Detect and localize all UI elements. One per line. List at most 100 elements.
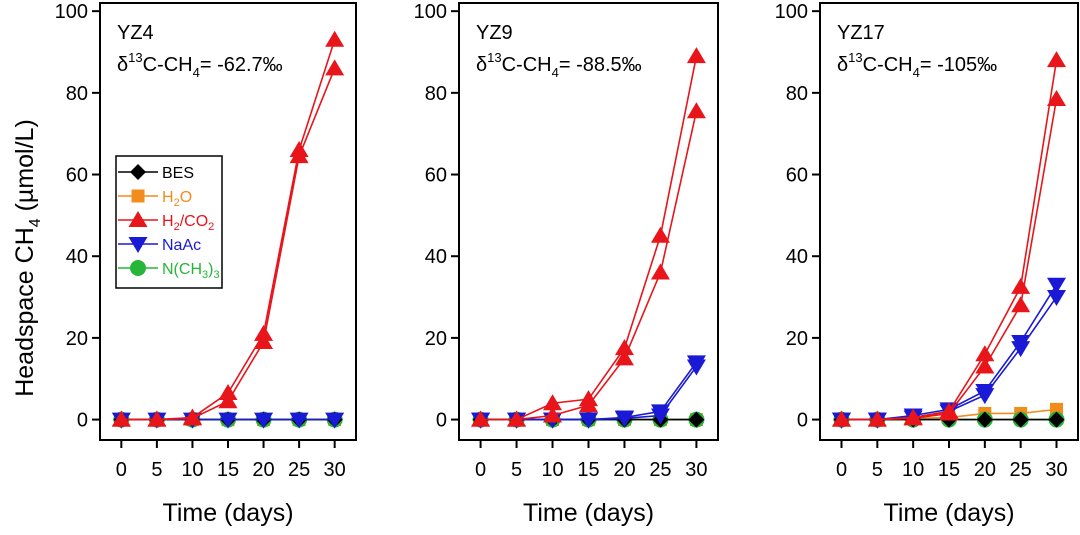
data-point <box>686 47 706 64</box>
x-tick-label: 15 <box>217 459 239 481</box>
x-tick-label: 30 <box>685 459 707 481</box>
data-point <box>182 409 202 426</box>
series-h2-co2-rep1 <box>471 47 706 427</box>
data-point <box>614 411 634 428</box>
y-axis-label: Headspace CH4 (µmol/L) <box>11 119 44 397</box>
data-point <box>543 406 563 423</box>
y-tick-label: 0 <box>77 410 88 432</box>
data-point <box>254 324 274 341</box>
legend-label: H2/CO2 <box>162 213 214 233</box>
series-h2-co2-rep2 <box>111 59 345 427</box>
data-point <box>218 412 238 429</box>
y-tick-label: 60 <box>425 165 447 187</box>
legend-marker <box>130 164 146 180</box>
x-tick-label: 5 <box>511 459 522 481</box>
x-tick-label: 10 <box>181 459 203 481</box>
x-tick-label: 25 <box>649 459 671 481</box>
y-tick-label: 100 <box>55 1 88 23</box>
legend-label: BES <box>162 165 194 182</box>
x-tick-label: 30 <box>324 459 346 481</box>
isotope-annotation: δ13C-CH4= -88.5‰ <box>476 50 642 80</box>
data-point <box>1011 277 1031 294</box>
data-point <box>325 412 345 429</box>
data-point <box>1047 277 1066 294</box>
data-point <box>939 404 959 421</box>
legend: BES H2O H2/CO2 NaAc N(CH3)3 <box>115 155 223 289</box>
series-h2-co2-rep2 <box>832 89 1066 427</box>
series-line <box>841 296 1058 421</box>
data-point <box>579 412 598 429</box>
data-point <box>614 339 634 356</box>
y-tick-label: 100 <box>414 1 447 23</box>
panel-title: YZ4 <box>117 22 154 44</box>
series-naac <box>111 412 345 429</box>
legend-marker <box>128 211 148 227</box>
data-point <box>254 332 274 349</box>
y-tick-label: 0 <box>797 410 808 432</box>
data-point <box>289 147 309 164</box>
data-point <box>1047 89 1066 106</box>
data-point <box>325 30 345 47</box>
legend-label: H2O <box>162 189 192 209</box>
legend-entry: BES <box>118 164 194 182</box>
legend-label: NaAc <box>162 237 201 254</box>
data-point <box>507 410 527 427</box>
legend-label: N(CH3)3 <box>162 261 220 281</box>
y-tick-label: 40 <box>425 246 447 268</box>
data-point <box>325 59 345 76</box>
x-tick-label: 20 <box>613 459 635 481</box>
data-point <box>975 388 995 405</box>
data-point <box>867 410 887 427</box>
data-point <box>976 411 993 428</box>
series-line <box>841 60 1058 421</box>
data-point <box>579 396 598 413</box>
data-point <box>218 392 238 409</box>
data-point <box>1012 411 1029 428</box>
data-point <box>650 408 670 425</box>
data-point <box>1047 51 1066 68</box>
y-tick-label: 80 <box>66 83 88 105</box>
isotope-annotation: δ13C-CH4= -62.7‰ <box>117 50 283 80</box>
x-tick-label: 20 <box>252 459 274 481</box>
isotope-annotation: δ13C-CH4= -105‰ <box>837 50 997 80</box>
data-point <box>650 263 670 280</box>
panel-title: YZ17 <box>837 22 885 44</box>
x-tick-label: 15 <box>938 459 960 481</box>
data-point <box>289 412 309 429</box>
y-tick-label: 20 <box>425 328 447 350</box>
x-tick-label: 30 <box>1045 459 1067 481</box>
series-h2-co2-rep2 <box>471 102 706 427</box>
data-point <box>147 410 167 427</box>
legend-marker <box>130 260 146 276</box>
y-tick-label: 0 <box>436 410 447 432</box>
x-tick-label: 25 <box>288 459 310 481</box>
data-point <box>832 410 851 427</box>
x-tick-label: 0 <box>475 459 486 481</box>
y-tick-label: 80 <box>425 83 447 105</box>
legend-marker <box>128 237 148 253</box>
data-point <box>614 349 634 366</box>
x-tick-label: 0 <box>836 459 847 481</box>
data-point <box>688 411 705 428</box>
data-point <box>686 359 706 376</box>
x-tick-label: 10 <box>902 459 924 481</box>
y-tick-label: 40 <box>66 246 88 268</box>
y-tick-label: 100 <box>775 1 808 23</box>
x-tick-label: 10 <box>541 459 563 481</box>
chart-panel-yz9: 0 20 40 60 80 100 0 5 10 15 20 25 30 Time (days) YZ9 δ1… <box>414 1 719 527</box>
series-h2-co2-rep1 <box>832 51 1066 427</box>
data-point <box>903 409 923 426</box>
x-tick-label: 5 <box>151 459 162 481</box>
data-point <box>1048 411 1065 428</box>
x-axis-label: Time (days) <box>883 499 1014 527</box>
x-tick-label: 25 <box>1010 459 1032 481</box>
y-tick-label: 20 <box>786 328 808 350</box>
x-axis-label: Time (days) <box>523 499 654 527</box>
legend-entry: N(CH3)3 <box>118 260 220 281</box>
legend-entry: H2/CO2 <box>118 211 214 233</box>
x-tick-label: 20 <box>974 459 996 481</box>
x-tick-label: 0 <box>116 459 127 481</box>
legend-marker <box>131 189 145 203</box>
